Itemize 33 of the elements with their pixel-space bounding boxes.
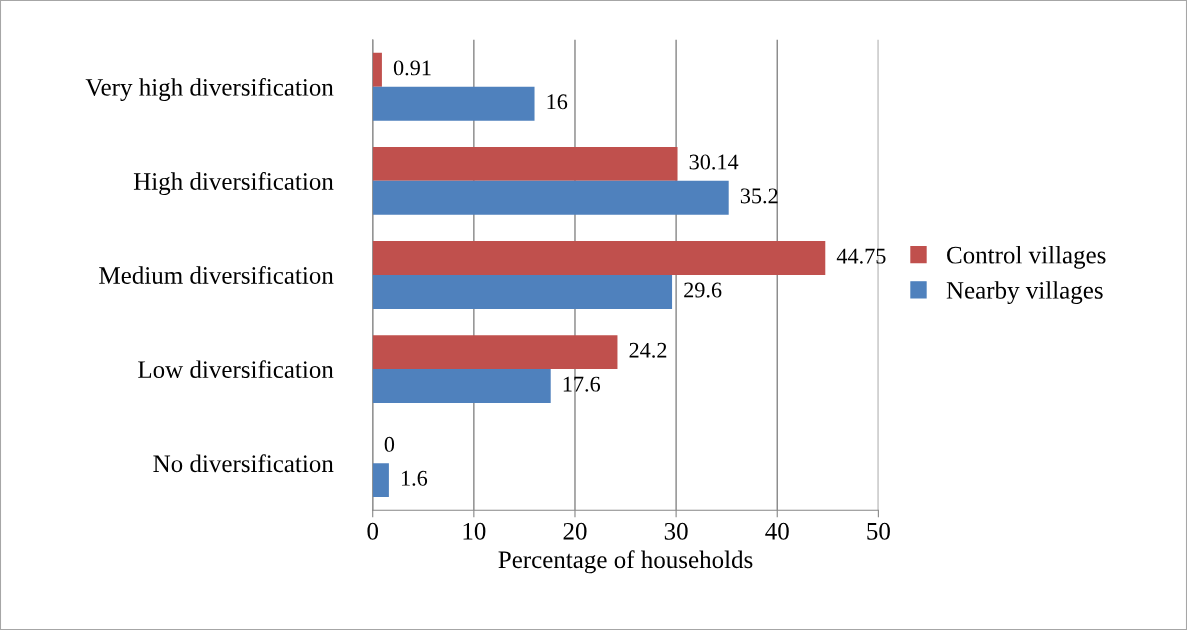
y-tick-label: Medium diversification (99, 266, 334, 284)
data-label: 44.75 (836, 248, 886, 264)
bar (372, 241, 826, 275)
bar (372, 180, 729, 215)
data-label: 16 (547, 94, 568, 110)
legend-label: Nearby villages (946, 281, 1103, 304)
x-tick-label: 20 (563, 522, 587, 540)
bar (372, 335, 618, 370)
data-label: 35.2 (740, 188, 778, 204)
bar (372, 52, 382, 87)
bar (372, 146, 678, 181)
x-tick-label: 30 (664, 522, 688, 540)
legend-label: Control villages (947, 246, 1106, 269)
data-label: 0 (384, 436, 395, 452)
data-label: 1.6 (401, 470, 428, 486)
data-label: 17.6 (563, 376, 601, 392)
y-tick-label: Low diversification (138, 360, 334, 379)
x-tick-label: 40 (765, 522, 789, 540)
x-tick-label: 50 (867, 522, 890, 540)
bar (372, 463, 389, 498)
bar (372, 86, 535, 121)
x-axis-title: Percentage of households (498, 550, 753, 574)
data-label: 29.6 (684, 282, 722, 298)
x-tick-label: 10 (463, 522, 486, 540)
y-tick-label: No diversification (153, 454, 334, 473)
y-tick-label: Very high diversification (85, 77, 334, 101)
data-label: 30.14 (689, 154, 739, 170)
bar (372, 369, 551, 403)
y-tick-label: High diversification (133, 172, 334, 196)
bar (372, 274, 673, 309)
x-tick-label: 0 (367, 522, 379, 540)
data-label: 24.2 (629, 342, 667, 358)
data-label: 0.91 (393, 60, 431, 76)
